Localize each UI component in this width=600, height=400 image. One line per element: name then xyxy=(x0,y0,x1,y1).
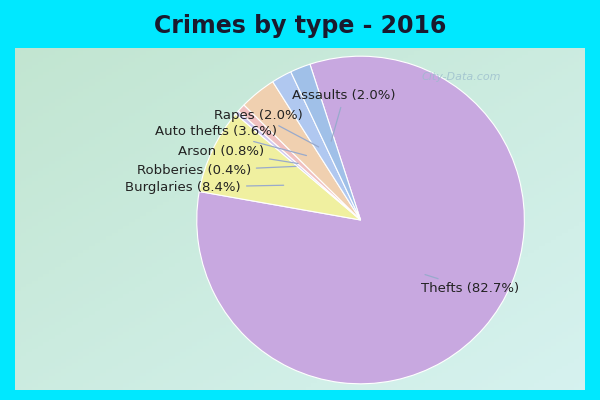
Wedge shape xyxy=(244,82,361,220)
Text: Arson (0.8%): Arson (0.8%) xyxy=(178,145,298,164)
Wedge shape xyxy=(236,111,361,220)
Wedge shape xyxy=(273,72,361,220)
Text: City-Data.com: City-Data.com xyxy=(422,72,501,82)
Text: Burglaries (8.4%): Burglaries (8.4%) xyxy=(125,181,284,194)
Text: Auto thefts (3.6%): Auto thefts (3.6%) xyxy=(155,125,307,156)
Wedge shape xyxy=(199,114,361,220)
Text: Rapes (2.0%): Rapes (2.0%) xyxy=(214,109,319,147)
Wedge shape xyxy=(197,56,524,384)
Text: Robberies (0.4%): Robberies (0.4%) xyxy=(137,164,296,177)
Wedge shape xyxy=(291,64,361,220)
Wedge shape xyxy=(238,105,361,220)
Text: Thefts (82.7%): Thefts (82.7%) xyxy=(421,274,520,295)
Text: Assaults (2.0%): Assaults (2.0%) xyxy=(292,89,396,141)
Text: Crimes by type - 2016: Crimes by type - 2016 xyxy=(154,14,446,38)
